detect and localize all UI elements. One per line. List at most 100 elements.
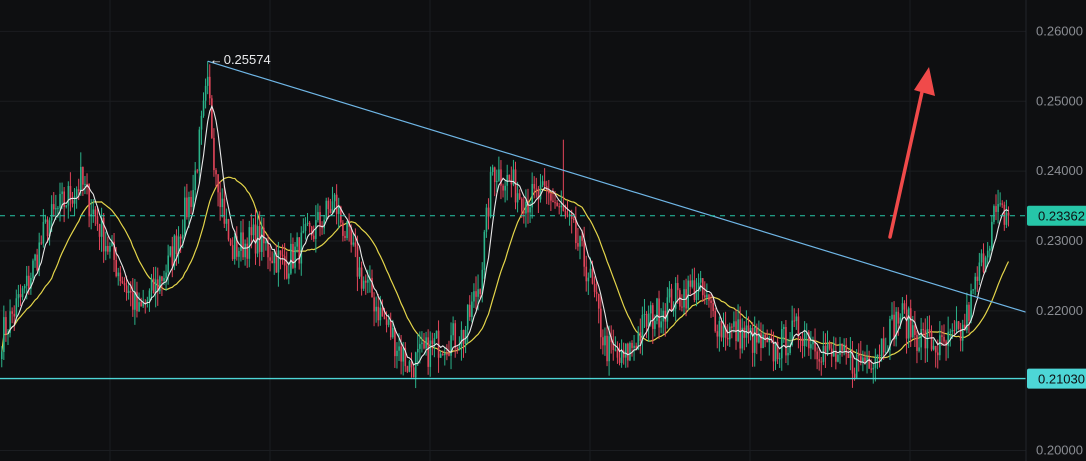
candle-body (202, 100, 205, 116)
candle-body (895, 311, 897, 340)
candle-body (772, 340, 775, 362)
candle-body (385, 319, 388, 325)
candle-body (920, 329, 922, 348)
candle-body (928, 329, 931, 332)
candle-body (764, 334, 766, 339)
candle-body (951, 330, 954, 332)
candle-body (59, 193, 61, 208)
candle-body (562, 205, 565, 211)
candle-body (506, 174, 509, 186)
candle-body (315, 220, 317, 239)
candle-body (32, 260, 34, 279)
price-tags: 0.23362 0.21030 (1027, 205, 1086, 389)
candle-body (34, 254, 36, 261)
candle-body (649, 305, 652, 314)
candle-body (691, 280, 694, 287)
candle-body (129, 290, 132, 293)
candle-body (982, 253, 985, 272)
candle-body (585, 266, 588, 282)
candle-body (161, 276, 163, 281)
candle-body (433, 338, 436, 345)
candle-body (325, 200, 328, 220)
candle-body (1003, 204, 1006, 225)
candle-body (976, 276, 979, 281)
candle-body (358, 267, 361, 277)
candle-body (57, 207, 59, 209)
candle-body (670, 288, 673, 312)
candle-body (9, 311, 11, 333)
candle-body (637, 332, 640, 350)
candle-body (968, 304, 970, 321)
candle-body (491, 167, 494, 172)
candle-body (548, 190, 550, 194)
candle-body (356, 246, 359, 277)
candle-body (92, 209, 95, 215)
tick-label: 0.23000 (1036, 233, 1083, 248)
candle-body (972, 289, 974, 291)
candle-body (5, 317, 7, 335)
candle-body (989, 248, 991, 251)
candle-body (716, 331, 719, 337)
candle-body (641, 314, 644, 341)
candle-body (285, 265, 288, 279)
candle-body (986, 250, 989, 258)
candle-body (271, 260, 273, 264)
candle-body (471, 301, 473, 317)
candle-body (674, 283, 677, 309)
candle-body (192, 190, 194, 207)
candle-body (822, 345, 825, 362)
peak-price-label: 0.25574 (224, 52, 271, 67)
candle-body (558, 206, 561, 208)
candle-body (200, 115, 203, 130)
candle-body (999, 203, 1001, 205)
candle-body (993, 206, 995, 222)
candle-body (327, 200, 330, 209)
candle-body (939, 335, 941, 356)
candle-body (310, 226, 313, 236)
candle-body (400, 346, 402, 362)
candle-body (643, 313, 646, 315)
candle-body (664, 310, 667, 322)
candle-body (105, 245, 107, 252)
candle-body (42, 221, 45, 244)
candle-body (870, 368, 873, 370)
candle-body (766, 338, 769, 343)
candle-body (283, 256, 286, 266)
candle-body (377, 306, 380, 321)
candle-body (535, 188, 538, 190)
candle-body (774, 341, 777, 362)
candle-body (616, 349, 619, 358)
candle-body (460, 329, 463, 347)
candle-body (165, 272, 167, 279)
candle-body (914, 325, 916, 336)
candle-body (111, 241, 113, 246)
candle-body (304, 223, 307, 231)
candle-body (308, 222, 311, 227)
candle-body (159, 276, 161, 292)
candle-body (292, 243, 294, 268)
candle-body (152, 278, 155, 294)
candle-body (444, 353, 446, 356)
candle-body (608, 336, 610, 362)
candle-body (878, 354, 881, 357)
candle-body (346, 221, 348, 238)
candle-body (543, 181, 546, 187)
candle-body (421, 342, 423, 345)
candle-body (55, 208, 57, 210)
candle-body (342, 222, 344, 236)
candle-body (502, 185, 504, 191)
candle-body (333, 194, 336, 202)
candle-body (134, 291, 136, 310)
candle-body (394, 328, 396, 357)
candle-body (173, 235, 176, 266)
candle-body (132, 292, 134, 310)
candle-body (381, 307, 384, 317)
overlays (0, 60, 1027, 380)
candle-body (970, 290, 972, 321)
candle-body (510, 179, 513, 185)
candle-body (50, 204, 53, 221)
candle-body (464, 329, 467, 344)
candle-body (521, 198, 523, 212)
candle-body (589, 268, 592, 278)
